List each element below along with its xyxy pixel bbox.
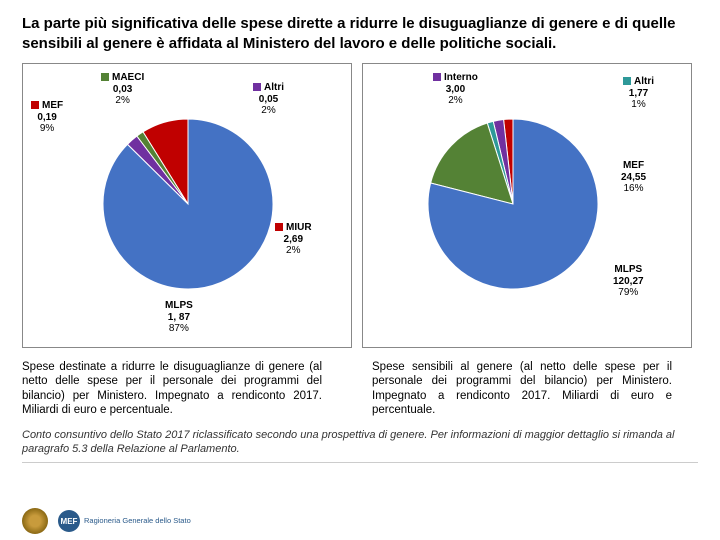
chart-label: Altri0,052% — [253, 82, 284, 117]
mef-logo: MEF Ragioneria Generale dello Stato — [58, 510, 191, 532]
legend-marker-icon — [623, 77, 631, 85]
chart-label: MLPS120,2779% — [613, 264, 644, 299]
legend-marker-icon — [101, 73, 109, 81]
chart-label: MEF24,5516% — [621, 160, 646, 195]
legend-marker-icon — [31, 101, 39, 109]
pie-chart-left: MEF0,199% MAECI0,032% Altri0,052% MIUR2,692… — [22, 63, 352, 348]
footnote: Conto consuntivo dello Stato 2017 riclas… — [22, 428, 698, 464]
chart-label: MAECI0,032% — [101, 72, 144, 107]
chart-label: Interno3,002% — [433, 72, 478, 107]
mef-badge-icon: MEF — [58, 510, 80, 532]
pie-chart-right: Interno3,002% Altri1,771% MEF24,5516% MLPS1… — [362, 63, 692, 348]
chart-label: MEF0,199% — [31, 100, 63, 135]
chart-label: Altri1,771% — [623, 76, 654, 111]
page-title: La parte più significativa delle spese d… — [22, 14, 698, 53]
legend-marker-icon — [433, 73, 441, 81]
caption-left: Spese destinate a ridurre le disuguaglia… — [22, 360, 322, 418]
charts-row: MEF0,199% MAECI0,032% Altri0,052% MIUR2,692… — [22, 63, 698, 348]
mef-text: Ragioneria Generale dello Stato — [84, 517, 191, 525]
legend-marker-icon — [275, 223, 283, 231]
legend-marker-icon — [253, 83, 261, 91]
caption-right: Spese sensibili al genere (al netto dell… — [372, 360, 672, 418]
chart-label: MIUR2,692% — [275, 222, 312, 257]
italy-emblem-icon — [22, 508, 48, 534]
captions-row: Spese destinate a ridurre le disuguaglia… — [22, 360, 698, 418]
chart-label: MLPS1, 8787% — [165, 300, 193, 335]
footer-logos: MEF Ragioneria Generale dello Stato — [22, 508, 191, 534]
